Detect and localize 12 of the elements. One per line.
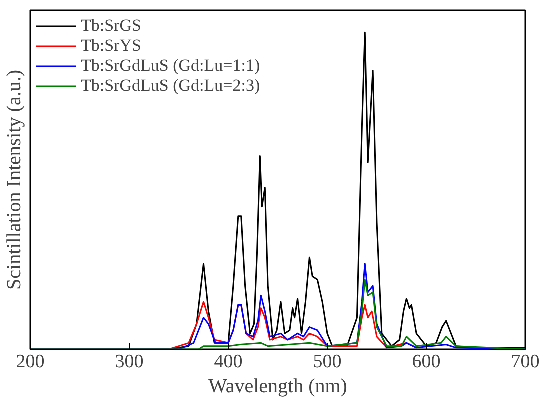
x-tick-label: 200 bbox=[16, 352, 45, 372]
legend-label: Tb:SrGdLuS (Gd:Lu=2:3) bbox=[81, 76, 260, 96]
y-axis-title: Scintillation Intensity (a.u.) bbox=[4, 70, 26, 290]
x-tick-label: 400 bbox=[214, 352, 243, 372]
x-tick-label: 500 bbox=[313, 352, 342, 372]
legend-label: Tb:SrGdLuS (Gd:Lu=1:1) bbox=[81, 56, 260, 76]
x-axis-title: Wavelength (nm) bbox=[208, 376, 348, 398]
legend-label: Tb:SrGS bbox=[81, 16, 142, 36]
x-tick-label: 700 bbox=[511, 352, 540, 372]
x-tick-label: 600 bbox=[412, 352, 441, 372]
legend-label: Tb:SrYS bbox=[81, 36, 142, 56]
x-tick-label: 300 bbox=[115, 352, 144, 372]
